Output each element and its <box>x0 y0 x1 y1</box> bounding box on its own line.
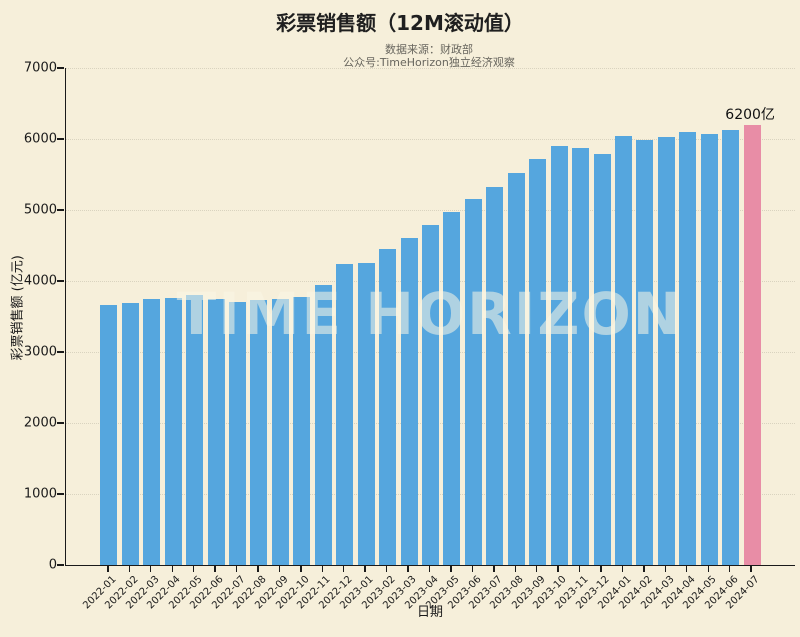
x-tick-mark-2023-07 <box>493 566 495 572</box>
y-axis-label: 彩票销售额 (亿元) <box>10 255 26 361</box>
y-tick-mark-0 <box>57 564 64 566</box>
bar-2022-12 <box>336 264 354 565</box>
bar-2024-03 <box>657 136 675 565</box>
x-tick-mark-2022-10 <box>300 566 302 572</box>
x-tick-mark-2024-01 <box>621 566 624 572</box>
bar-2022-08 <box>250 299 268 565</box>
bar-2023-12 <box>593 153 611 565</box>
chart-subtitle-channel: 公众号:TimeHorizon独立经济观察 <box>343 56 515 69</box>
bar-2023-07 <box>486 187 504 565</box>
y-tick-mark-1000 <box>57 493 64 495</box>
bar-2023-11 <box>572 147 590 565</box>
bar-2023-09 <box>529 158 547 565</box>
x-tick-mark-2024-07 <box>750 566 752 572</box>
x-tick-mark-2023-01 <box>364 566 366 572</box>
x-tick-mark-2023-09 <box>536 566 538 572</box>
bar-2024-01 <box>614 136 632 565</box>
x-axis-label: 日期 <box>416 605 444 620</box>
x-tick-mark-2022-11 <box>321 566 323 572</box>
bar-2023-05 <box>443 212 461 565</box>
x-tick-mark-2023-11 <box>578 566 581 572</box>
bar-2022-01 <box>100 305 118 565</box>
y-tick-label-6000: 6000 <box>23 131 57 147</box>
x-tick-mark-2022-03 <box>150 566 152 572</box>
chart-subtitle-source: 数据来源：财政部 <box>385 43 473 56</box>
peak-value-annotation: 6200亿 <box>725 106 775 123</box>
bar-2023-02 <box>379 248 397 565</box>
bar-2022-10 <box>293 296 311 565</box>
x-tick-mark-2023-12 <box>600 566 602 572</box>
bar-2024-07 <box>743 124 761 565</box>
bar-2023-10 <box>550 146 568 565</box>
x-tick-mark-2022-09 <box>278 566 281 572</box>
x-tick-mark-2023-02 <box>385 566 388 572</box>
y-tick-mark-7000 <box>57 67 64 69</box>
x-tick-mark-2022-04 <box>171 566 173 572</box>
x-tick-mark-2023-10 <box>557 566 559 572</box>
x-tick-mark-2022-02 <box>128 566 130 572</box>
x-tick-mark-2022-08 <box>257 566 259 572</box>
y-tick-mark-3000 <box>57 351 64 353</box>
bar-2022-07 <box>229 301 247 565</box>
x-tick-mark-2024-02 <box>643 566 645 572</box>
x-tick-mark-2024-03 <box>664 566 667 572</box>
gridline-6000 <box>66 139 795 140</box>
x-tick-mark-2022-05 <box>192 566 195 572</box>
x-tick-mark-2022-06 <box>214 566 216 572</box>
x-tick-mark-2023-06 <box>471 566 474 572</box>
bar-2022-04 <box>164 298 182 565</box>
bar-2022-09 <box>271 298 289 565</box>
bar-2022-03 <box>143 299 161 565</box>
y-tick-mark-4000 <box>57 280 64 282</box>
y-tick-label-3000: 3000 <box>23 344 57 360</box>
gridline-7000 <box>66 68 795 69</box>
x-tick-mark-2022-07 <box>235 566 238 572</box>
bar-2024-04 <box>679 132 697 565</box>
x-tick-mark-2023-04 <box>428 566 431 572</box>
y-tick-label-7000: 7000 <box>23 60 57 76</box>
y-tick-label-4000: 4000 <box>23 273 57 289</box>
y-tick-mark-2000 <box>57 422 64 424</box>
bar-2023-08 <box>507 173 525 565</box>
bar-2022-05 <box>186 295 204 565</box>
bar-2023-01 <box>357 262 375 565</box>
x-tick-mark-2022-01 <box>107 566 109 572</box>
y-tick-label-0: 0 <box>48 557 57 573</box>
bar-2022-02 <box>121 303 139 565</box>
y-tick-mark-6000 <box>57 138 64 140</box>
x-tick-mark-2022-12 <box>343 566 345 572</box>
bar-2024-05 <box>700 133 718 565</box>
bar-2024-06 <box>722 129 740 565</box>
y-tick-mark-5000 <box>57 209 64 211</box>
x-tick-mark-2023-05 <box>450 566 452 572</box>
x-tick-mark-2023-03 <box>407 566 409 572</box>
bar-2023-06 <box>464 199 482 565</box>
y-tick-label-5000: 5000 <box>23 202 57 218</box>
x-tick-mark-2024-06 <box>728 566 731 572</box>
bar-2022-11 <box>314 285 332 565</box>
gridline-5000 <box>66 210 795 211</box>
y-tick-label-1000: 1000 <box>23 486 57 502</box>
bar-2023-03 <box>400 237 418 565</box>
plot-area: TIME HORIZON 6200亿 <box>65 68 795 566</box>
y-tick-label-2000: 2000 <box>23 415 57 431</box>
x-tick-mark-2024-05 <box>707 566 709 572</box>
chart-title: 彩票销售额（12M滚动值） <box>276 11 524 35</box>
bar-2022-06 <box>207 299 225 565</box>
x-tick-mark-2024-04 <box>686 566 688 572</box>
bar-2024-02 <box>636 140 654 565</box>
bar-2023-04 <box>422 224 439 565</box>
x-tick-mark-2023-08 <box>514 566 516 572</box>
